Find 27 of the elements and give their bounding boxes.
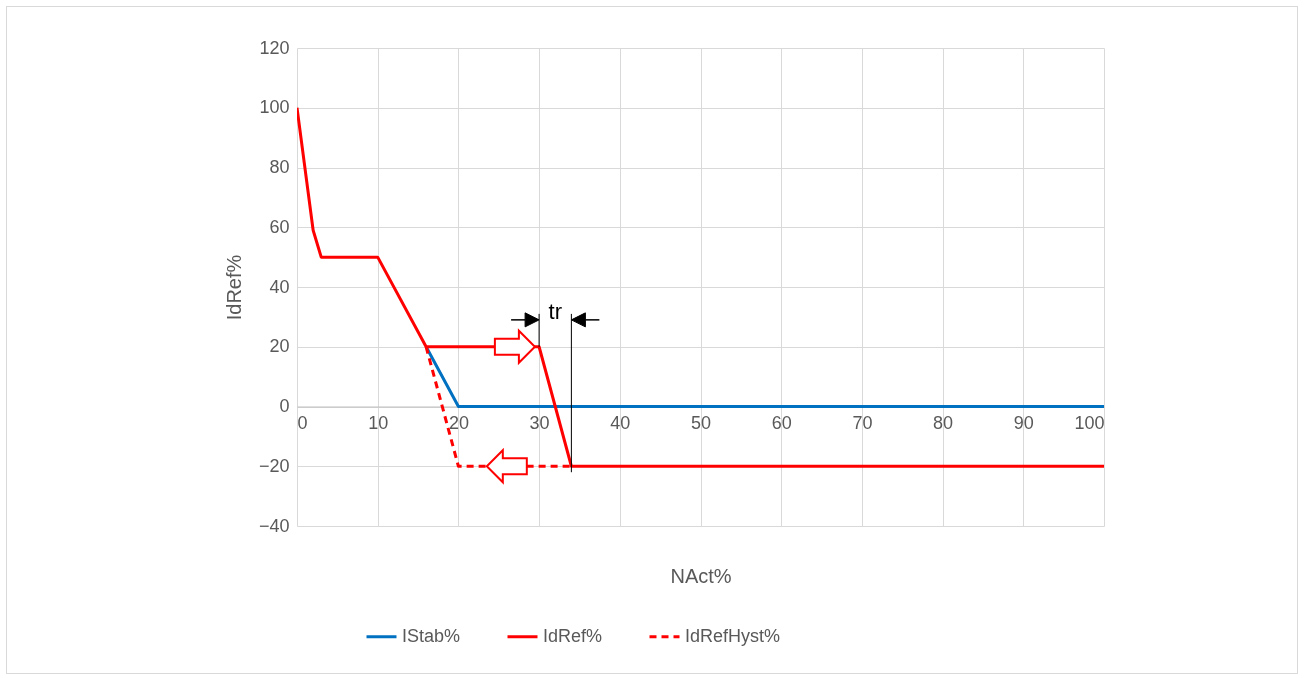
y-tick-label: −40 [258, 515, 290, 536]
line-series [297, 106, 1104, 468]
x-tick-label: 0 [297, 413, 308, 433]
x-tick-label: 60 [771, 413, 792, 433]
y-tick-label: 120 [259, 37, 290, 58]
y-tick-label: 80 [269, 157, 290, 177]
x-tick-label: 70 [852, 413, 873, 433]
annotation: tr [548, 299, 562, 325]
y-tick-label: 100 [259, 97, 290, 118]
y-tick-label: 0 [279, 396, 290, 416]
x-tick-label: 30 [529, 413, 550, 433]
x-tick-label: 40 [610, 413, 631, 433]
y-tick-label: 40 [269, 276, 290, 297]
x-tick-label: 20 [448, 413, 469, 433]
y-tick-label: −20 [258, 455, 290, 476]
x-tick-label: 90 [1013, 413, 1034, 433]
y-tick-label: 20 [269, 336, 290, 357]
x-tick-label: 80 [933, 413, 954, 433]
x-tick-label: 10 [368, 413, 389, 433]
legend-label: IStab% [402, 625, 461, 646]
x-axis-title: NAct% [670, 564, 732, 587]
y-tick-label: 60 [269, 216, 290, 237]
y-axis-title: IdRef% [222, 254, 245, 321]
x-tick-label: 50 [690, 413, 712, 433]
x-tick-label: 100 [1074, 413, 1105, 433]
legend-label: IdRef% [543, 625, 603, 646]
legend-label: IdRefHyst% [685, 625, 781, 646]
